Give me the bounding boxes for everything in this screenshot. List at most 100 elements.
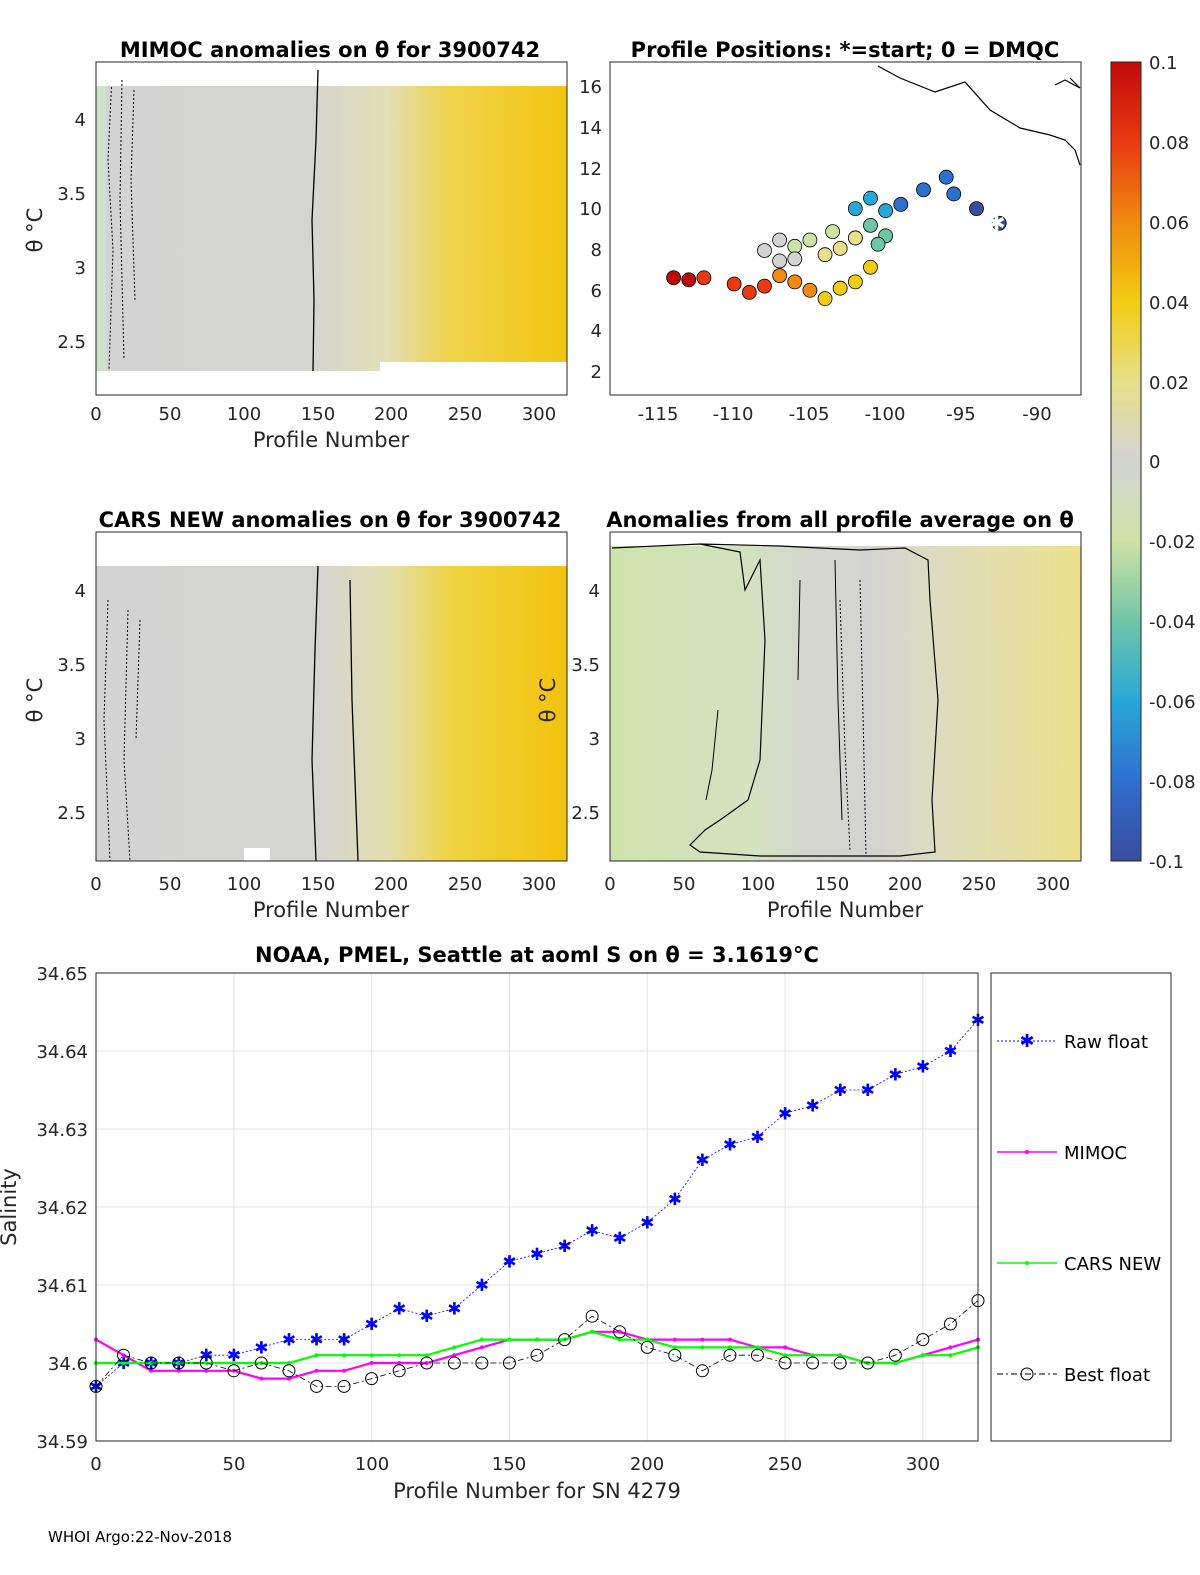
cars-new-point (507, 1337, 512, 1342)
mimoc-ytick: 4 (75, 110, 86, 131)
best-float-point (172, 1356, 186, 1370)
colorbar-tick: 0.04 (1149, 293, 1189, 314)
raw-float-point: ✱ (282, 1331, 296, 1351)
salinity-ylabel: Salinity (0, 1168, 21, 1246)
cars-new-point (672, 1345, 677, 1350)
legend-label-best: Best float (1064, 1365, 1150, 1386)
float-position (741, 284, 757, 300)
raw-float-point: ✱ (778, 1104, 792, 1124)
best-float-point (392, 1364, 406, 1378)
colorbar-tick: -0.02 (1149, 532, 1196, 553)
positions-xtick: -105 (789, 404, 830, 425)
float-position (757, 278, 772, 294)
cars-mask-bottom (244, 848, 270, 861)
cars-new-point (755, 1345, 760, 1350)
allavg-ytick: 3 (589, 729, 600, 750)
raw-float-point: ✱ (750, 1128, 764, 1148)
allavg-panel: Anomalies from all profile average on θ … (536, 508, 1082, 922)
best-float-point (861, 1356, 875, 1370)
cars-xlabel: Profile Number (253, 898, 410, 922)
salinity-xtick: 0 (90, 1454, 101, 1475)
mimoc-point (700, 1337, 705, 1342)
cars-mask-top (96, 532, 567, 566)
mimoc-point (617, 1329, 622, 1334)
mimoc-xtick: 0 (90, 404, 101, 425)
cars-new-point (314, 1353, 319, 1358)
cars-ytick: 3 (75, 729, 86, 750)
mimoc-point (479, 1345, 484, 1350)
positions-ytick: 14 (579, 118, 602, 139)
allavg-ytick: 2.5 (571, 803, 600, 824)
raw-float-point: ✱ (475, 1276, 489, 1296)
cars-new-point (204, 1361, 209, 1365)
cars-ytick: 2.5 (57, 803, 86, 824)
float-position (772, 268, 788, 284)
cars-new-point (369, 1353, 374, 1358)
legend-marker-raw: ✱ (1019, 1031, 1034, 1052)
cars-new-point (727, 1345, 732, 1350)
cars-new-point (783, 1353, 788, 1358)
mimoc-point (176, 1368, 181, 1373)
cars-xtick: 0 (90, 874, 101, 895)
mimoc-contour-dotted (107, 74, 136, 371)
float-position (832, 240, 848, 256)
cars-new-point (231, 1361, 236, 1365)
raw-float-line (95, 1019, 979, 1387)
float-position (832, 280, 848, 296)
coastline (877, 65, 1081, 166)
best-float-point (695, 1364, 709, 1378)
raw-float-point: ✱ (833, 1081, 847, 1101)
allavg-axes-box (609, 531, 1082, 862)
raw-float-point: ✱ (613, 1229, 627, 1249)
mimoc-point (121, 1353, 126, 1358)
best-float-point (502, 1356, 516, 1370)
mimoc-xtick: 50 (159, 404, 182, 425)
raw-float-point: ✱ (916, 1058, 930, 1078)
mimoc-mask-top (96, 62, 567, 86)
cars-panel: CARS NEW anomalies on θ for 3900742 0 50… (23, 508, 568, 922)
best-float-point (668, 1348, 682, 1362)
best-float-point (778, 1356, 792, 1370)
float-position (878, 203, 894, 219)
cars-new-point (810, 1353, 815, 1358)
mimoc-point (452, 1353, 457, 1358)
mimoc-point (397, 1361, 402, 1365)
float-position (787, 251, 803, 267)
legend-entry-raw: ✱ Raw float (997, 1031, 1148, 1053)
float-track: ✱ (666, 169, 1007, 307)
legend-marker-mimoc (1025, 1150, 1029, 1154)
start-marker-icon: ✱ (987, 211, 1005, 236)
raw-float-point: ✱ (943, 1042, 957, 1062)
allavg-xticks: 0 50 100 150 200 250 300 (604, 874, 1070, 895)
cars-field (96, 566, 567, 861)
cars-ytick: 4 (75, 581, 86, 602)
salinity-axes-box (95, 972, 979, 1442)
mimoc-xtick: 100 (227, 404, 261, 425)
best-float-point (585, 1309, 599, 1323)
positions-title: Profile Positions: *=start; 0 = DMQC (631, 38, 1060, 62)
mimoc-xticks: 0 50 100 150 200 250 300 (90, 404, 556, 425)
positions-yticks: 16 14 12 10 8 6 4 2 (579, 77, 602, 383)
best-float-point (530, 1348, 544, 1362)
best-float-line (95, 1300, 979, 1387)
cars-new-point (342, 1353, 347, 1358)
float-position (893, 197, 909, 212)
allavg-xtick: 50 (673, 874, 696, 895)
mimoc-ytick: 3.5 (57, 184, 86, 205)
salinity-xlabel: Profile Number for SN 4279 (393, 1479, 681, 1503)
legend-marker-best (1020, 1367, 1034, 1381)
mimoc-xtick: 300 (522, 404, 556, 425)
cars-new-point (176, 1361, 181, 1365)
salinity-ytick: 34.61 (36, 1276, 88, 1297)
best-float-point (447, 1356, 461, 1370)
colorbar-tick: -0.1 (1149, 852, 1184, 873)
float-position (938, 169, 954, 185)
salinity-xtick: 150 (492, 1454, 526, 1475)
salinity-xtick: 100 (355, 1454, 389, 1475)
float-position (757, 243, 772, 258)
cars-new-point (838, 1353, 843, 1358)
float-position (870, 236, 886, 252)
positions-ytick: 16 (579, 77, 602, 98)
best-float-point (640, 1340, 654, 1354)
colorbar-tick: 0.06 (1149, 213, 1189, 234)
